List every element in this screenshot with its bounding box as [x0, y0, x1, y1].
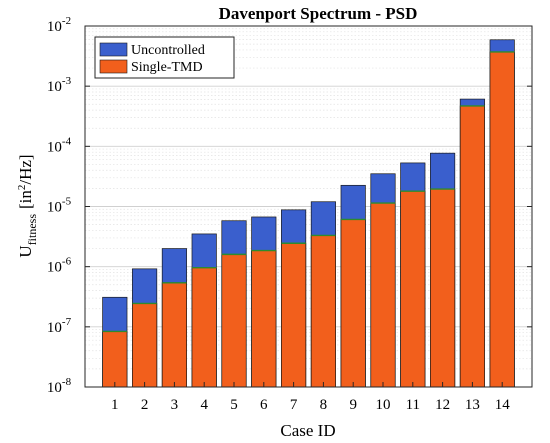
y-tick-label-exponent: -4 — [62, 135, 72, 147]
x-tick-label: 10 — [376, 397, 391, 413]
y-tick-label-exponent: -7 — [62, 316, 72, 328]
y-axis-label-sub: fitness — [25, 214, 39, 246]
y-axis-label: Ufitness [in2/Hz] — [16, 154, 39, 257]
y-tick-label-base: 10 — [47, 320, 62, 336]
bar-single-tmd-12 — [430, 188, 456, 388]
bar-single-tmd-7 — [281, 242, 307, 388]
x-tick-label: 5 — [230, 397, 238, 413]
x-tick-label: 7 — [290, 397, 298, 413]
bar-single-tmd-4 — [191, 267, 217, 388]
x-tick-label: 6 — [260, 397, 268, 413]
bar-single-tmd-3 — [161, 282, 187, 388]
bar-single-tmd-11 — [400, 190, 426, 388]
y-tick-label-base: 10 — [47, 79, 62, 95]
bar-single-tmd-6 — [251, 250, 277, 388]
y-tick-label-exponent: -5 — [62, 196, 72, 208]
bar-single-tmd-10 — [370, 202, 396, 388]
legend-label-single-tmd: Single-TMD — [131, 60, 203, 75]
x-tick-label: 12 — [435, 397, 450, 413]
y-tick-label-base: 10 — [47, 139, 62, 155]
bar-single-tmd-1 — [102, 331, 128, 388]
y-tick-label-base: 10 — [47, 19, 62, 35]
y-tick-label-exponent: -3 — [62, 75, 72, 87]
legend-label-uncontrolled: Uncontrolled — [131, 43, 205, 58]
bar-single-tmd-14 — [489, 51, 515, 388]
chart-title: Davenport Spectrum - PSD — [219, 4, 418, 23]
x-axis-label: Case ID — [280, 421, 335, 440]
y-axis-label-unit-close: /Hz] — [16, 154, 35, 184]
y-tick-label-exponent: -6 — [62, 256, 72, 268]
y-tick-label: 10-8 — [47, 376, 72, 396]
y-tick-label: 10-7 — [47, 316, 72, 336]
grid — [85, 28, 532, 388]
x-axis-ticks: 1 2 3 4 5 6 7 8 9 10 11 12 13 14 — [111, 382, 510, 413]
x-tick-label: 13 — [465, 397, 480, 413]
x-tick-label: 4 — [200, 397, 208, 413]
y-axis-label-main: U — [16, 245, 35, 257]
x-tick-label: 11 — [406, 397, 420, 413]
y-tick-label: 10-4 — [47, 135, 72, 155]
y-tick-label: 10-6 — [47, 256, 72, 276]
x-tick-label: 8 — [320, 397, 328, 413]
y-tick-label: 10-5 — [47, 196, 72, 216]
bar-single-tmd-5 — [221, 254, 247, 388]
x-tick-label: 14 — [495, 397, 511, 413]
y-tick-label: 10-3 — [47, 75, 72, 95]
y-axis-ticks: 10-810-710-610-510-410-310-2 — [47, 15, 532, 396]
bar-single-tmd-13 — [459, 105, 485, 388]
y-tick-label-base: 10 — [47, 260, 62, 276]
y-tick-label: 10-2 — [47, 15, 71, 35]
y-tick-label-exponent: -8 — [62, 376, 72, 388]
legend: Uncontrolled Single-TMD — [94, 36, 235, 79]
y-axis-label-unit-sup: 2 — [16, 185, 28, 191]
x-tick-label: 1 — [111, 397, 119, 413]
y-tick-label-base: 10 — [47, 380, 62, 396]
bar-single-tmd-2 — [132, 303, 158, 388]
x-tick-label: 3 — [171, 397, 179, 413]
bar-single-tmd-8 — [310, 235, 336, 388]
bar-single-tmd-9 — [340, 219, 366, 388]
y-tick-label-exponent: -2 — [62, 15, 71, 27]
x-tick-label: 2 — [141, 397, 149, 413]
legend-swatch-uncontrolled — [99, 42, 128, 57]
legend-swatch-single-tmd — [99, 59, 128, 74]
x-tick-label: 9 — [349, 397, 357, 413]
y-tick-label-base: 10 — [47, 200, 62, 216]
y-axis-label-unit-open: [in — [16, 190, 35, 209]
